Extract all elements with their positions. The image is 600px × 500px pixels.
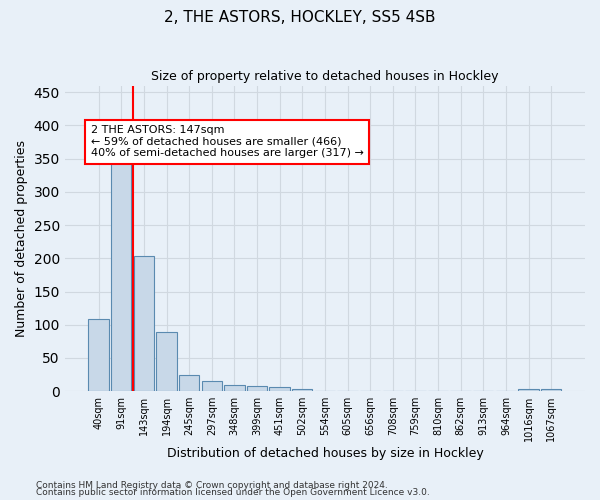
- Text: Contains public sector information licensed under the Open Government Licence v3: Contains public sector information licen…: [36, 488, 430, 497]
- Bar: [202, 381, 222, 391]
- Bar: [111, 158, 131, 391]
- Bar: [88, 320, 109, 391]
- Bar: [518, 388, 539, 391]
- Bar: [247, 386, 267, 391]
- Bar: [157, 332, 176, 391]
- Text: Contains HM Land Registry data © Crown copyright and database right 2024.: Contains HM Land Registry data © Crown c…: [36, 480, 388, 490]
- Bar: [292, 389, 313, 391]
- Y-axis label: Number of detached properties: Number of detached properties: [15, 140, 28, 337]
- Bar: [134, 256, 154, 391]
- Bar: [179, 376, 199, 391]
- Title: Size of property relative to detached houses in Hockley: Size of property relative to detached ho…: [151, 70, 499, 83]
- Bar: [541, 389, 562, 391]
- Bar: [269, 387, 290, 391]
- Bar: [224, 385, 245, 391]
- X-axis label: Distribution of detached houses by size in Hockley: Distribution of detached houses by size …: [167, 447, 483, 460]
- Text: 2, THE ASTORS, HOCKLEY, SS5 4SB: 2, THE ASTORS, HOCKLEY, SS5 4SB: [164, 10, 436, 25]
- Text: 2 THE ASTORS: 147sqm
← 59% of detached houses are smaller (466)
40% of semi-deta: 2 THE ASTORS: 147sqm ← 59% of detached h…: [91, 126, 364, 158]
